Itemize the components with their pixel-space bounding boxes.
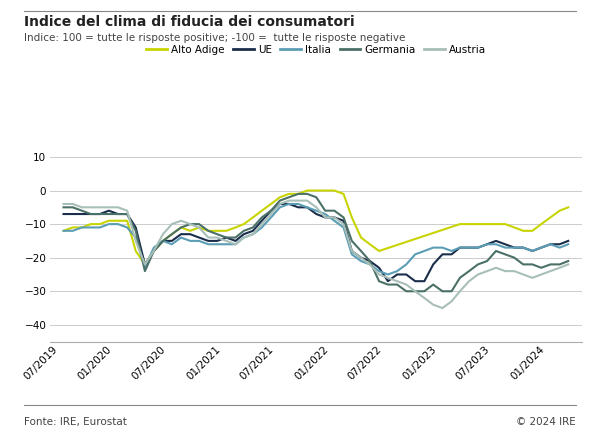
Text: Indice: 100 = tutte le risposte positive; -100 =  tutte le risposte negative: Indice: 100 = tutte le risposte positive… xyxy=(24,33,405,43)
Legend: Alto Adige, UE, Italia, Germania, Austria: Alto Adige, UE, Italia, Germania, Austri… xyxy=(142,41,491,59)
Text: © 2024 IRE: © 2024 IRE xyxy=(516,417,576,427)
Text: Fonte: IRE, Eurostat: Fonte: IRE, Eurostat xyxy=(24,417,127,427)
Text: Indice del clima di fiducia dei consumatori: Indice del clima di fiducia dei consumat… xyxy=(24,15,355,29)
